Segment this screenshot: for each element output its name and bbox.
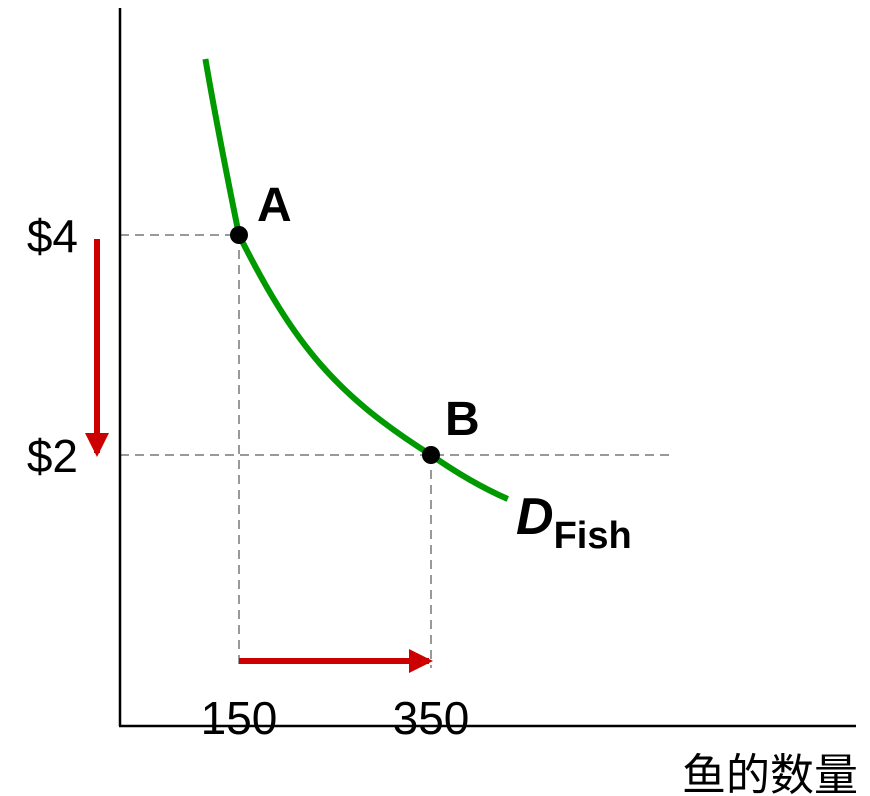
point-label-a: A bbox=[257, 179, 292, 232]
curve-label: DFish bbox=[516, 488, 632, 557]
axes bbox=[118, 8, 856, 728]
curve-label-main: D bbox=[516, 488, 554, 546]
guide-lines bbox=[120, 234, 675, 668]
tick-labels: $4 $2 150 350 bbox=[27, 210, 470, 744]
x-tick-label: 150 bbox=[201, 692, 278, 744]
movement-arrows bbox=[85, 239, 433, 673]
point-marker-b bbox=[422, 446, 440, 464]
demand-curve-line bbox=[202, 58, 509, 502]
y-tick-label: $4 bbox=[27, 210, 78, 262]
point-marker-a bbox=[230, 226, 248, 244]
x-tick-label: 350 bbox=[393, 692, 470, 744]
demand-curve bbox=[202, 58, 509, 502]
point-label-b: B bbox=[445, 393, 480, 446]
x-axis-label: 鱼的数量 bbox=[682, 750, 858, 796]
y-tick-label: $2 bbox=[27, 430, 78, 482]
data-points: AB bbox=[230, 179, 480, 464]
curve-label-sub: Fish bbox=[554, 515, 632, 557]
